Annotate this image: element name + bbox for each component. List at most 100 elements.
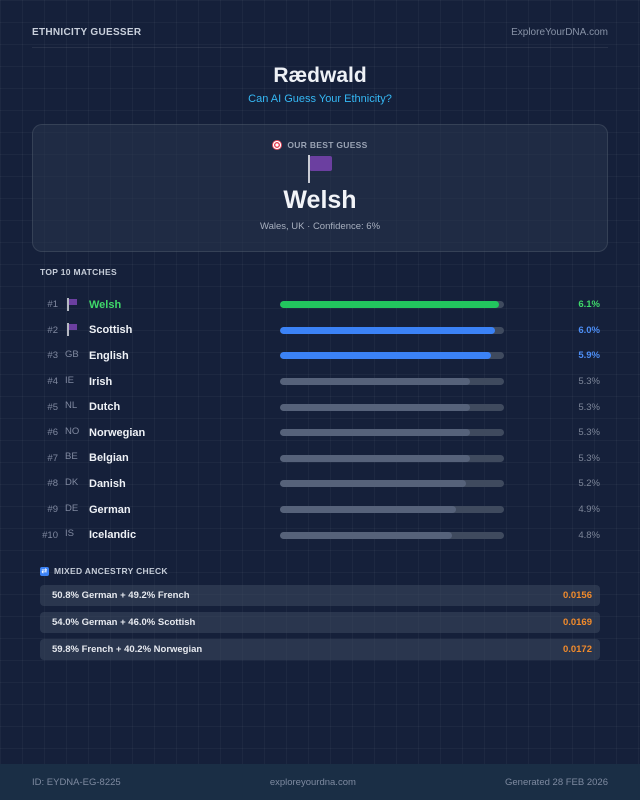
match-name: German [89,503,131,516]
footer-generated: Generated 28 FEB 2026 [505,776,608,788]
mixed-ancestry-header: ⇄ MIXED ANCESTRY CHECK [40,566,168,576]
match-row: #7 BE Belgian 5.3% [32,446,608,472]
purple-flag-icon [58,323,89,337]
mixed-ancestry-list: 50.8% German + 49.2% French 0.0156 54.0% G… [40,585,600,666]
matches-title: TOP 10 MATCHES [40,267,117,277]
mixed-ancestry-row: 50.8% German + 49.2% French 0.0156 [40,585,600,606]
match-row: #10 IS Icelandic 4.8% [32,522,608,548]
country-code: DE [65,502,79,514]
match-row: #9 DE German 4.9% [32,497,608,523]
country-code: NL [65,400,78,412]
match-rank: #3 [47,350,58,362]
footer: ID: EYDNA-EG-8225 exploreyourdna.com Gen… [0,764,640,800]
match-name: Belgian [89,452,129,465]
footer-id: ID: EYDNA-EG-8225 [32,776,121,788]
country-code: DK [65,476,79,488]
match-bar-fill [280,352,492,360]
match-bar-track [280,531,504,539]
mixed-ancestry-score: 0.0169 [562,617,592,628]
match-bar-fill [280,403,470,411]
match-rank: #1 [47,299,58,311]
country-code: GB [65,348,79,360]
match-bar-track [280,403,504,411]
match-bar-track [280,480,504,488]
match-name: Danish [89,477,126,490]
match-percent: 6.1% [578,299,600,311]
top-bar: ETHNICITY GUESSER ExploreYourDNA.com [32,22,608,48]
match-row: #1 Welsh 6.1% [32,292,608,318]
page-title: Rædwald [273,64,367,87]
mixed-ancestry-title: MIXED ANCESTRY CHECK [54,566,168,576]
match-bar-fill [280,506,456,514]
match-bar-fill [280,378,470,386]
match-row: #4 IE Irish 5.3% [32,369,608,395]
footer-site[interactable]: exploreyourdna.com [269,776,356,788]
match-bar-fill [280,531,453,539]
match-rank: #10 [42,529,58,541]
target-icon [272,140,283,150]
mixed-ancestry-label: 50.8% German + 49.2% French [52,590,190,601]
best-guess-meta: Wales, UK · Confidence: 6% [259,221,381,232]
mixed-ancestry-score: 0.0156 [562,590,592,601]
country-code: NO [65,425,80,437]
country-code: IE [65,374,74,386]
match-percent: 5.9% [578,350,600,362]
best-guess-card: OUR BEST GUESS Welsh Wales, UK · Confide… [32,124,608,252]
match-name: Scottish [89,324,133,337]
match-bar-track [280,506,504,514]
best-guess-header: OUR BEST GUESS [33,140,607,150]
mixed-ancestry-row: 54.0% German + 46.0% Scottish 0.0169 [40,612,600,633]
match-name: Norwegian [89,426,146,439]
mixed-ancestry-label: 59.8% French + 40.2% Norwegian [52,644,203,655]
match-percent: 5.3% [578,401,600,413]
match-bar-fill [280,480,467,488]
match-rank: #4 [47,376,58,388]
match-percent: 6.0% [578,324,600,336]
match-rank: #8 [47,478,58,490]
match-bar-track [280,326,504,334]
best-guess-label: OUR BEST GUESS [287,140,368,150]
match-bar-track [280,378,504,386]
match-bar-fill [280,301,499,309]
match-percent: 4.8% [578,529,600,541]
match-bar-track [280,454,504,462]
match-bar-track [280,301,504,309]
country-code: IS [65,528,74,540]
mixed-ancestry-label: 54.0% German + 46.0% Scottish [52,617,196,628]
match-row: #2 Scottish 6.0% [32,318,608,344]
match-rank: #2 [47,324,58,336]
match-percent: 5.3% [578,427,600,439]
match-bar-track [280,429,504,437]
mixed-ancestry-row: 59.8% French + 40.2% Norwegian 0.0172 [40,639,600,660]
site-link[interactable]: ExploreYourDNA.com [511,27,608,38]
match-bar-fill [280,326,496,334]
match-name: Welsh [89,298,122,311]
match-name: English [89,349,129,362]
match-row: #8 DK Danish 5.2% [32,471,608,497]
match-bar-fill [280,454,470,462]
best-guess-name: Welsh [283,186,357,214]
match-bar-fill [280,429,470,437]
match-percent: 5.2% [578,478,600,490]
match-row: #6 NO Norwegian 5.3% [32,420,608,446]
match-percent: 4.9% [578,504,600,516]
match-row: #3 GB English 5.9% [32,343,608,369]
match-row: #5 NL Dutch 5.3% [32,394,608,420]
mixed-ancestry-score: 0.0172 [562,644,592,655]
match-rank: #7 [47,452,58,464]
match-name: Icelandic [89,529,137,542]
match-bar-track [280,352,504,360]
match-rank: #5 [47,401,58,413]
app-name: ETHNICITY GUESSER [32,27,142,38]
match-percent: 5.3% [578,376,600,388]
match-name: Irish [89,375,113,388]
match-percent: 5.3% [578,452,600,464]
shuffle-icon: ⇄ [40,566,49,576]
match-name: Dutch [89,401,121,414]
purple-flag-icon [58,297,89,312]
country-code: BE [65,451,78,463]
match-rank: #9 [47,504,58,516]
purple-flag-icon [304,154,336,184]
title-block: Rædwald Can AI Guess Your Ethnicity? [0,64,640,105]
matches-list: #1 Welsh 6.1% #2 Scottish 6.0% #3 GB English 5.9%… [32,292,608,548]
